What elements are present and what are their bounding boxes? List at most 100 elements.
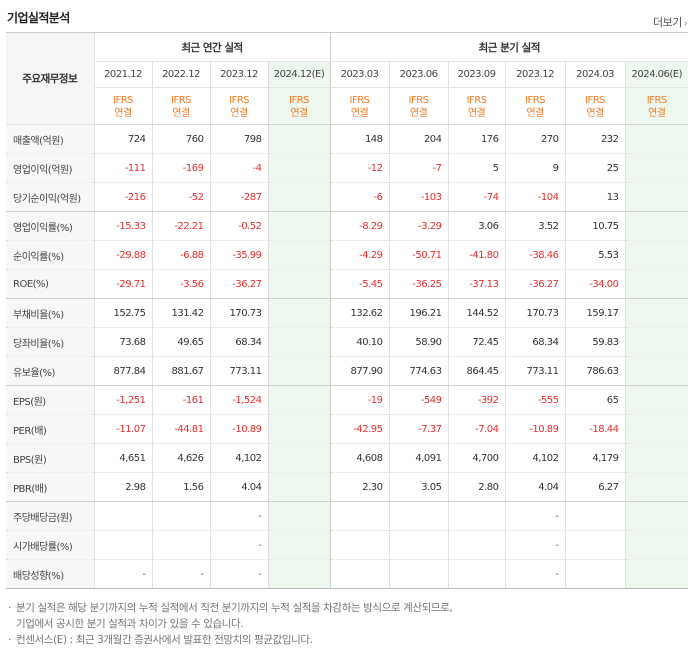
table-cell: -111 (93, 153, 152, 183)
table-cell: -52 (151, 182, 210, 212)
table-cell (267, 327, 331, 357)
table-cell: 49.65 (151, 327, 210, 357)
row-label: 배당성향(%) (6, 559, 95, 589)
table-cell (267, 356, 331, 386)
accounting-standard: IFRS 연결 (209, 87, 268, 125)
table-cell: 73.68 (93, 327, 152, 357)
table-row: 영업이익(억원) -111 -169 -4 -12 -7 5 9 25 (6, 153, 689, 183)
accounting-standard: IFRS 연결 (267, 87, 331, 125)
table-cell: -10.89 (504, 414, 566, 444)
table-cell (267, 153, 331, 183)
table-cell: -1,524 (209, 385, 268, 415)
table-cell (624, 472, 689, 502)
table-cell (329, 559, 390, 589)
table-cell: -169 (151, 153, 210, 183)
table-cell (624, 153, 689, 183)
table-cell: 2.98 (93, 472, 152, 502)
table-cell (267, 472, 331, 502)
table-cell: 40.10 (329, 327, 390, 357)
table-cell: -10.89 (209, 414, 268, 444)
accounting-standard: IFRS 연결 (151, 87, 210, 125)
table-cell: -392 (447, 385, 506, 415)
table-cell: 4,608 (329, 443, 390, 473)
standard-ifrs: IFRS (113, 94, 134, 106)
table-cell (624, 211, 689, 241)
table-cell: -36.27 (209, 269, 268, 299)
table-cell (624, 240, 689, 270)
row-label: 시가배당률(%) (6, 530, 95, 560)
table-cell (564, 501, 626, 531)
table-cell: -6 (329, 182, 390, 212)
accounting-standard: IFRS 연결 (624, 87, 689, 125)
table-cell: 196.21 (388, 298, 449, 328)
accounting-standard: IFRS 연결 (504, 87, 566, 125)
table-cell: 3.05 (388, 472, 449, 502)
table-cell (624, 356, 689, 386)
table-cell: -12 (329, 153, 390, 183)
period-header: 2023.12 (209, 61, 268, 88)
table-cell (624, 269, 689, 299)
standard-ifrs: IFRS (408, 94, 430, 106)
table-cell: 2.80 (447, 472, 506, 502)
accounting-standard: IFRS 연결 (388, 87, 449, 125)
table-cell: 773.11 (504, 356, 566, 386)
table-cell: -29.71 (93, 269, 152, 299)
table-cell: 25 (564, 153, 626, 183)
table-cell: 4.04 (209, 472, 268, 502)
table-cell: 9 (504, 153, 566, 183)
table-cell: -1,251 (93, 385, 152, 415)
table-cell: 5 (447, 153, 506, 183)
standard-ifrs: IFRS (349, 94, 371, 106)
table-cell: 877.84 (93, 356, 152, 386)
table-cell: -18.44 (564, 414, 626, 444)
table-cell (624, 530, 689, 560)
table-cell: 864.45 (447, 356, 506, 386)
table-cell: -103 (388, 182, 449, 212)
table-cell: 232 (564, 124, 626, 154)
table-cell: 5.53 (564, 240, 626, 270)
table-cell: - (209, 530, 268, 560)
table-cell: -7 (388, 153, 449, 183)
table-cell: -36.27 (504, 269, 566, 299)
table-cell (267, 182, 331, 212)
table-cell (267, 298, 331, 328)
period-header: 2022.12 (151, 61, 210, 88)
table-cell (624, 414, 689, 444)
table-cell: -35.99 (209, 240, 268, 270)
table-cell: -0.52 (209, 211, 268, 241)
standard-ifrs: IFRS (585, 94, 606, 106)
table-cell (267, 240, 331, 270)
accounting-standard: IFRS 연결 (447, 87, 506, 125)
accounting-standard: IFRS 연결 (564, 87, 626, 125)
table-cell: 4,102 (209, 443, 268, 473)
table-cell (151, 501, 210, 531)
table-cell: 1.56 (151, 472, 210, 502)
table-cell: 13 (564, 182, 626, 212)
table-cell (267, 124, 331, 154)
table-cell: 877.90 (329, 356, 390, 386)
bullet: · (8, 602, 11, 614)
table-cell (564, 559, 626, 589)
table-cell: -4.29 (329, 240, 390, 270)
table-row: 배당성향(%) - - - - (6, 559, 689, 589)
row-label: 영업이익률(%) (6, 211, 95, 241)
table-cell: -44.81 (151, 414, 210, 444)
standard-consolidated: 연결 (114, 107, 132, 119)
accounting-standard: IFRS 연결 (93, 87, 152, 125)
group-header-quarter: 최근 분기 실적 (329, 32, 689, 62)
more-link[interactable]: 더보기 › (653, 14, 688, 30)
standard-consolidated: 연결 (172, 107, 190, 119)
table-cell: 68.34 (504, 327, 566, 357)
table-cell (447, 530, 506, 560)
period-header: 2021.12 (93, 61, 152, 88)
table-cell: - (504, 530, 566, 560)
row-label: PER(배) (6, 414, 95, 444)
section-title: 기업실적분석 (7, 11, 70, 25)
table-cell: 65 (564, 385, 626, 415)
bullet: · (8, 634, 11, 646)
table-cell (267, 211, 331, 241)
standard-consolidated: 연결 (467, 107, 486, 119)
table-cell (267, 385, 331, 415)
table-cell: 159.17 (564, 298, 626, 328)
table-cell (624, 298, 689, 328)
